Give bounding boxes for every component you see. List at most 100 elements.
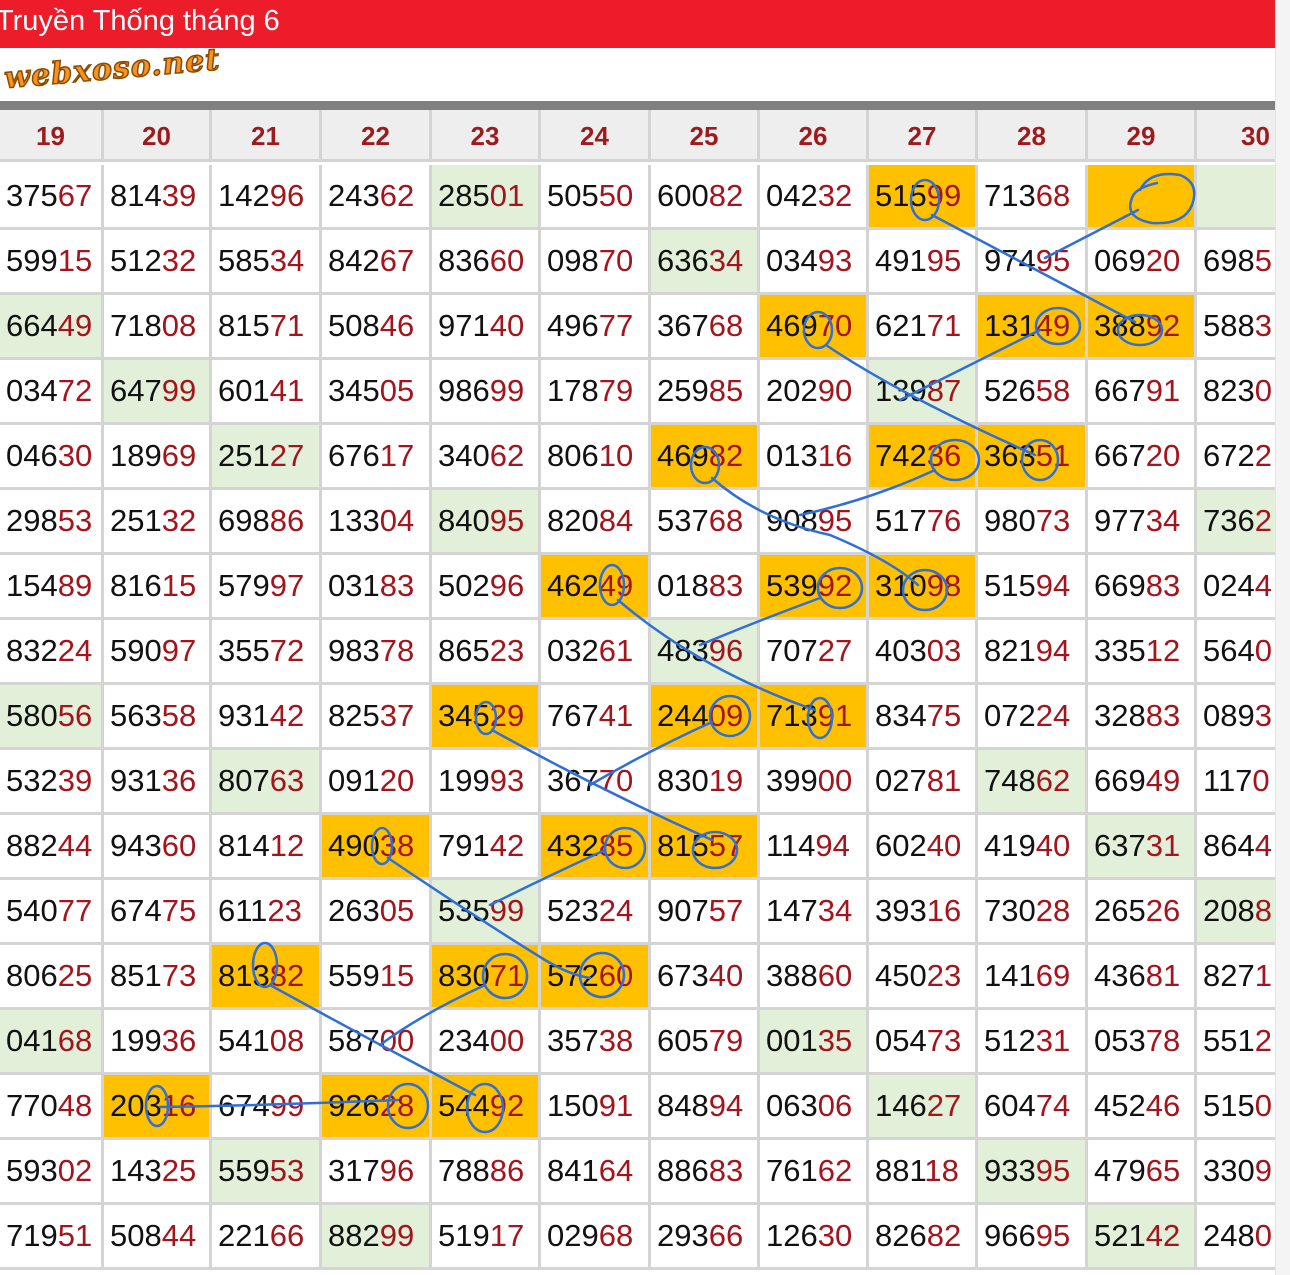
cell-prefix-digits: 806: [547, 438, 599, 473]
cell-last-digits: 29: [489, 698, 525, 733]
table-cell: 49677: [541, 295, 651, 360]
table-cell: 52324: [541, 880, 651, 945]
table-cell: 64799: [104, 360, 212, 425]
table-cell: 98073: [978, 490, 1088, 555]
cell-prefix-digits: 053: [1094, 1023, 1146, 1058]
cell-prefix-digits: 823: [1203, 373, 1255, 408]
table-cell: 82682: [869, 1205, 978, 1270]
table-cell: 80763: [212, 750, 322, 815]
cell-prefix-digits: 091: [328, 763, 380, 798]
table-cell: 83660: [432, 230, 541, 295]
table-cell: 97495: [978, 230, 1088, 295]
cell-last-digits: 40: [708, 958, 744, 993]
table-cell: 73028: [978, 880, 1088, 945]
cell-last-digits: 61: [598, 633, 634, 668]
cell-last-digits: 83: [1145, 698, 1181, 733]
table-cell: 46982: [651, 425, 760, 490]
cell-last-digits: 95: [1035, 1218, 1071, 1253]
cell-prefix-digits: 667: [1094, 438, 1146, 473]
table-cell: 24362: [322, 165, 432, 230]
table-cell: 06920: [1088, 230, 1197, 295]
table-cell: 43285: [541, 815, 651, 880]
cell-prefix-digits: 841: [547, 1153, 599, 1188]
cell-last-digits: 57: [708, 828, 744, 863]
table-cell: 31796: [322, 1140, 432, 1205]
cell-prefix-digits: 202: [766, 373, 818, 408]
table-cell: 51232: [104, 230, 212, 295]
table-cell: 47965: [1088, 1140, 1197, 1205]
cell-prefix-digits: 328: [1094, 698, 1146, 733]
table-cell: 83071: [432, 945, 541, 1010]
table-cell: 76741: [541, 685, 651, 750]
cell-prefix-digits: 469: [766, 308, 818, 343]
cell-last-digits: 40: [1035, 828, 1071, 863]
table-cell: 20316: [104, 1075, 212, 1140]
table-cell: 85173: [104, 945, 212, 1010]
cell-last-digits: 38: [598, 1023, 634, 1058]
table-cell: 51776: [869, 490, 978, 555]
table-cell: 61123: [212, 880, 322, 945]
cell-last-digits: 84: [598, 503, 634, 538]
cell-prefix-digits: 540: [6, 893, 58, 928]
cell-prefix-digits: 820: [547, 503, 599, 538]
cell-last-digits: 67: [379, 243, 415, 278]
cell-last-digits: 26: [1145, 893, 1181, 928]
table-cell: 25127: [212, 425, 322, 490]
cell-last-digits: 92: [1145, 308, 1181, 343]
table-cell: 80610: [541, 425, 651, 490]
cell-prefix-digits: 317: [328, 1153, 380, 1188]
cell-prefix-digits: 265: [1094, 893, 1146, 928]
table-cell: 20290: [760, 360, 869, 425]
cell-prefix-digits: 832: [6, 633, 58, 668]
table-cell: 71391: [760, 685, 869, 750]
cell-last-digits: 70: [598, 763, 634, 798]
cell-prefix-digits: 154: [6, 568, 58, 603]
cell-last-digits: 62: [1035, 763, 1071, 798]
cell-prefix-digits: 355: [218, 633, 270, 668]
cell-last-digits: 64: [598, 1153, 634, 1188]
cell-last-digits: 16: [926, 893, 962, 928]
cell-prefix-digits: 029: [547, 1218, 599, 1253]
cell-last-digits: 68: [57, 1023, 93, 1058]
cell-prefix-digits: 815: [657, 828, 709, 863]
cell-last-digits: 24: [1035, 698, 1071, 733]
cell-prefix-digits: 483: [657, 633, 709, 668]
cell-last-digits: 49: [598, 568, 634, 603]
cell-prefix-digits: 515: [1203, 1088, 1255, 1123]
cell-prefix-digits: 046: [6, 438, 58, 473]
cell-last-digits: 62: [817, 1153, 853, 1188]
cell-last-digits: 16: [817, 438, 853, 473]
table-cell: 71808: [104, 295, 212, 360]
table-cell: 83019: [651, 750, 760, 815]
cell-prefix-digits: 826: [875, 1218, 927, 1253]
table-cell: 74862: [978, 750, 1088, 815]
cell-last-digits: 35: [817, 1023, 853, 1058]
cell-prefix-digits: 673: [657, 958, 709, 993]
cell-last-digits: 99: [489, 893, 525, 928]
cell-prefix-digits: 221: [218, 1218, 270, 1253]
cell-last-digits: 48: [57, 1088, 93, 1123]
cell-prefix-digits: 647: [110, 373, 162, 408]
cell-prefix-digits: 813: [218, 958, 270, 993]
cell-last-digits: 20: [379, 763, 415, 798]
cell-prefix-digits: 830: [657, 763, 709, 798]
cell-prefix-digits: 141: [984, 958, 1036, 993]
cell-prefix-digits: 698: [1203, 243, 1255, 278]
column-header-23: 23: [432, 110, 541, 162]
cell-last-digits: 39: [57, 763, 93, 798]
table-cell: 86523: [432, 620, 541, 685]
cell-prefix-digits: 031: [328, 568, 380, 603]
cell-last-digits: 27: [817, 633, 853, 668]
cell-prefix-digits: 263: [328, 893, 380, 928]
table-cell: 50296: [432, 555, 541, 620]
cell-last-digits: 53: [269, 1153, 305, 1188]
cell-last-digits: 74: [1035, 1088, 1071, 1123]
cell-prefix-digits: 345: [328, 373, 380, 408]
cell-prefix-digits: 585: [218, 243, 270, 278]
cell-prefix-digits: 605: [657, 1023, 709, 1058]
cell-last-digits: 71: [926, 308, 962, 343]
cell-last-digits: 77: [598, 308, 634, 343]
cell-last-digits: 49: [1145, 763, 1181, 798]
scrollbar[interactable]: [1275, 0, 1290, 1275]
cell-prefix-digits: 886: [657, 1153, 709, 1188]
